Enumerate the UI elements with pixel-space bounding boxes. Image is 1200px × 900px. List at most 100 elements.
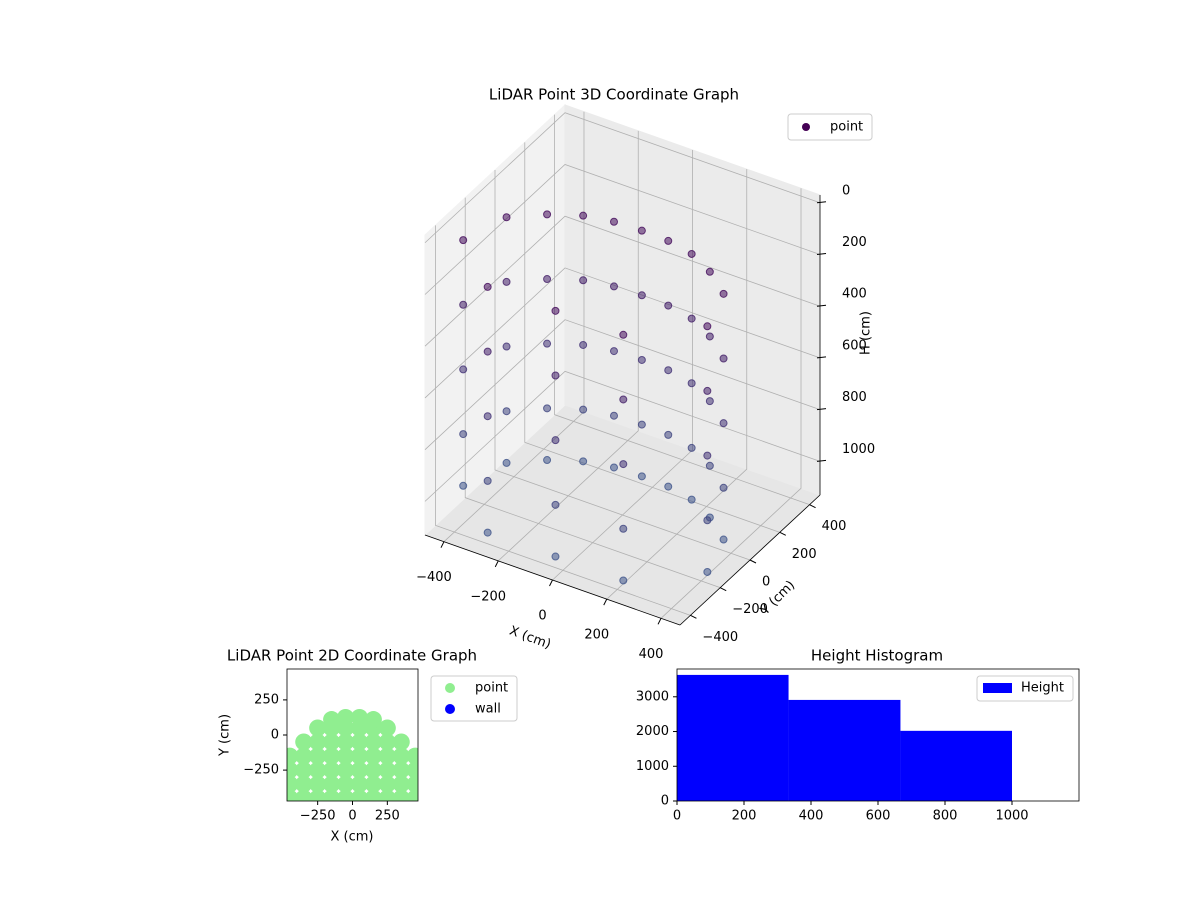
point	[295, 747, 313, 765]
z-tick-label: 400	[842, 287, 867, 302]
point	[619, 330, 628, 339]
point	[323, 789, 341, 801]
point	[502, 277, 511, 286]
point	[337, 761, 355, 779]
y-tick-label: −400	[702, 630, 738, 645]
point	[378, 719, 396, 737]
point	[364, 789, 382, 801]
y-tick	[779, 531, 787, 536]
point	[687, 379, 696, 388]
point	[459, 430, 468, 439]
point	[637, 291, 646, 300]
point	[609, 217, 618, 226]
x-tick	[657, 618, 662, 625]
point	[637, 472, 646, 481]
point	[543, 210, 552, 219]
point	[406, 761, 418, 779]
point	[459, 236, 468, 245]
point	[392, 775, 410, 793]
point	[703, 322, 712, 331]
point	[719, 354, 728, 363]
x-tick-label: 800	[933, 809, 958, 824]
point	[703, 567, 712, 576]
point	[483, 476, 492, 485]
point	[551, 306, 560, 315]
point	[579, 211, 588, 220]
legend-label: point	[830, 120, 863, 135]
point	[295, 733, 313, 751]
point	[664, 430, 673, 439]
point	[378, 733, 396, 751]
grid-line	[424, 267, 821, 399]
y-tick-label: 250	[254, 692, 279, 707]
legend-box	[787, 113, 873, 141]
point	[309, 719, 327, 737]
z-tick	[816, 408, 827, 411]
y-tick-label: 0	[762, 575, 770, 590]
x-tick-label: −200	[470, 589, 506, 604]
point	[483, 282, 492, 291]
point	[664, 482, 673, 491]
y-tick-label: 3000	[636, 689, 669, 704]
point	[295, 761, 313, 779]
point	[323, 747, 341, 765]
point	[705, 397, 714, 406]
point	[502, 407, 511, 416]
point	[378, 747, 396, 765]
axis-line	[679, 494, 821, 626]
point	[287, 747, 299, 765]
point	[579, 405, 588, 414]
y-tick-label: 0	[271, 728, 279, 743]
point	[609, 411, 618, 420]
point	[502, 342, 511, 351]
point	[295, 789, 313, 801]
point	[719, 535, 728, 544]
point	[350, 775, 368, 793]
point	[295, 775, 313, 793]
x-tick-label: 200	[732, 809, 757, 824]
point	[687, 314, 696, 323]
point	[309, 775, 327, 793]
point	[703, 386, 712, 395]
point	[459, 481, 468, 490]
y-tick	[690, 614, 697, 619]
point	[619, 395, 628, 404]
point	[619, 524, 628, 533]
point	[364, 733, 382, 751]
y-tick	[749, 559, 757, 564]
x-tick	[549, 579, 553, 587]
point	[705, 332, 714, 341]
point	[609, 347, 618, 356]
legend-marker	[802, 123, 810, 131]
point	[687, 495, 696, 504]
point	[719, 419, 728, 428]
point	[378, 789, 396, 801]
point	[337, 747, 355, 765]
plot-area	[287, 708, 418, 801]
point	[664, 301, 673, 310]
point	[687, 249, 696, 258]
point	[483, 528, 492, 537]
point	[703, 451, 712, 460]
point	[687, 443, 696, 452]
x-tick-label: 400	[639, 647, 664, 662]
x-tick-label: 1000	[995, 809, 1028, 824]
legend-label: point	[475, 681, 508, 696]
legend-marker	[445, 704, 455, 714]
point	[619, 576, 628, 585]
point	[705, 267, 714, 276]
grid-line	[606, 169, 748, 600]
x-tick-label: 250	[375, 809, 400, 824]
point	[287, 761, 299, 779]
point	[392, 747, 410, 765]
point	[309, 761, 327, 779]
y-axis-label: Y (cm)	[218, 714, 233, 757]
point	[551, 552, 560, 561]
x-tick	[440, 541, 445, 548]
point	[703, 516, 712, 525]
point	[287, 775, 299, 793]
point	[579, 340, 588, 349]
point	[543, 275, 552, 284]
point	[719, 289, 728, 298]
